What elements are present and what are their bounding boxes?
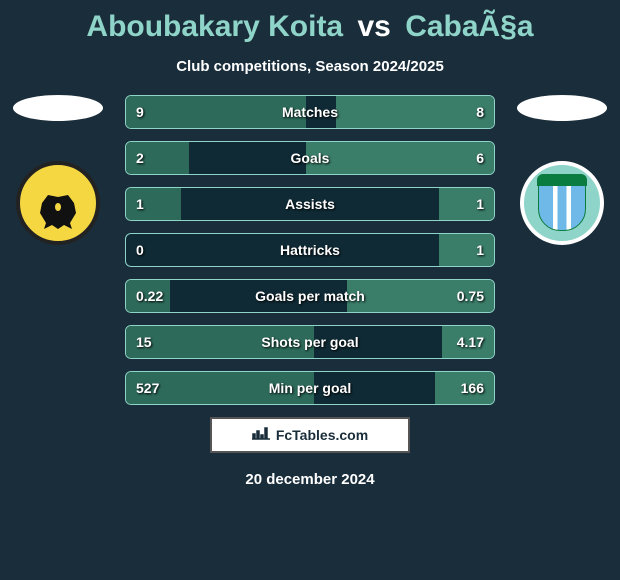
- stat-value-left: 0.22: [136, 288, 163, 304]
- left-club-crest: Δ.Ε.Κ.: [16, 161, 100, 245]
- left-nation-oval: [13, 95, 103, 121]
- stat-value-right: 6: [476, 150, 484, 166]
- stat-value-left: 15: [136, 334, 152, 350]
- stat-row: 15Shots per goal4.17: [125, 325, 495, 359]
- right-nation-oval: [517, 95, 607, 121]
- stat-row: 527Min per goal166: [125, 371, 495, 405]
- stat-row: 0Hattricks1: [125, 233, 495, 267]
- stat-bar-right: [439, 234, 494, 266]
- stat-value-right: 166: [461, 380, 484, 396]
- season-subtitle: Club competitions, Season 2024/2025: [0, 58, 620, 75]
- left-badge-column: Δ.Ε.Κ.: [8, 95, 108, 245]
- player2-name: CabaÃ§a: [405, 10, 533, 43]
- date-text: 20 december 2024: [0, 471, 620, 488]
- stat-row: 2Goals6: [125, 141, 495, 175]
- stat-value-right: 0.75: [457, 288, 484, 304]
- shield-icon: [538, 175, 586, 231]
- stat-bar-right: [336, 96, 494, 128]
- stat-value-right: 4.17: [457, 334, 484, 350]
- stat-value-left: 2: [136, 150, 144, 166]
- stat-bar-left: [126, 188, 181, 220]
- comparison-title: Aboubakary Koita vs CabaÃ§a: [0, 0, 620, 44]
- stat-value-left: 527: [136, 380, 159, 396]
- footer-site-text: FcTables.com: [276, 427, 368, 443]
- vs-text: vs: [357, 10, 390, 43]
- stat-bar-right: [306, 142, 494, 174]
- eagle-icon: [36, 193, 80, 231]
- stat-bar-left: [126, 96, 306, 128]
- stats-rows: 9Matches8 2Goals6 1Assists1 0Hattricks1 0.22…: [125, 95, 495, 405]
- right-club-crest: [520, 161, 604, 245]
- stat-row: 9Matches8: [125, 95, 495, 129]
- player1-name: Aboubakary Koita: [86, 10, 343, 43]
- stat-value-right: 1: [476, 196, 484, 212]
- stat-value-left: 1: [136, 196, 144, 212]
- chart-icon: [252, 426, 270, 445]
- stat-bar-left: [126, 326, 314, 358]
- main-area: Δ.Ε.Κ. 9Matches8 2Goals6 1Assists1 0Hattric…: [0, 95, 620, 405]
- stat-value-left: 9: [136, 104, 144, 120]
- stat-row: 0.22Goals per match0.75: [125, 279, 495, 313]
- footer-attribution[interactable]: FcTables.com: [210, 417, 410, 453]
- stat-row: 1Assists1: [125, 187, 495, 221]
- stat-bar-right: [439, 188, 494, 220]
- stat-value-right: 8: [476, 104, 484, 120]
- right-badge-column: [512, 95, 612, 245]
- stat-value-left: 0: [136, 242, 144, 258]
- stat-value-right: 1: [476, 242, 484, 258]
